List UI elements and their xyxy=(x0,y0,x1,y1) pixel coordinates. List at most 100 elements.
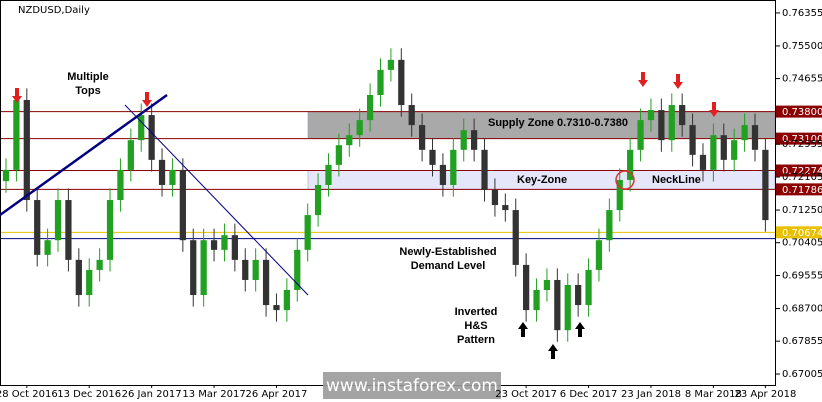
candle-body xyxy=(23,100,30,201)
candle-body xyxy=(731,140,738,160)
candle-body xyxy=(751,125,759,150)
level-label: 0.73800 xyxy=(782,107,822,118)
candle-body xyxy=(575,284,582,306)
zone-label: Supply Zone 0.7310-0.7380 xyxy=(488,117,628,129)
candle-body xyxy=(65,200,72,260)
candle-body xyxy=(606,210,613,241)
x-tick-label: 23 Jan 2018 xyxy=(621,389,681,400)
x-tick-label: 26 Apr 2017 xyxy=(246,389,308,400)
y-tick-label: 0.74655 xyxy=(782,74,822,85)
candle-body xyxy=(658,110,665,141)
up-arrows xyxy=(518,322,585,359)
y-tick-label: 0.75500 xyxy=(782,41,822,52)
candle-body xyxy=(679,105,686,126)
candle-body xyxy=(720,135,727,160)
zone xyxy=(307,111,776,139)
level-label-bg xyxy=(776,183,822,196)
candle-body xyxy=(117,169,124,201)
trend-line xyxy=(0,93,168,217)
plot xyxy=(0,48,776,342)
candle-body xyxy=(231,235,238,260)
y-tick-label: 0.72955 xyxy=(782,139,822,150)
candle-body xyxy=(366,94,374,121)
candle-body xyxy=(75,259,82,296)
candle-body xyxy=(387,59,395,70)
annotation: NeckLine xyxy=(652,174,701,186)
candle-body xyxy=(699,154,707,170)
level-label: 0.70674 xyxy=(782,228,822,239)
candle-body xyxy=(564,284,571,331)
candle-body xyxy=(523,264,530,311)
candle-body xyxy=(179,169,186,241)
level-label: 0.71786 xyxy=(782,185,822,196)
y-tick-label: 0.68700 xyxy=(782,304,822,315)
level-label: 0.72274 xyxy=(782,166,822,177)
candle-body xyxy=(169,169,176,185)
candle-body xyxy=(106,200,114,260)
candle-body xyxy=(346,135,353,146)
candle-body xyxy=(377,69,384,95)
candle-body xyxy=(138,115,145,141)
annotation: Tops xyxy=(75,85,100,97)
trend-line xyxy=(124,104,309,296)
overlay: 0.73800 0.73100 0.72274 0.71786 0.70674 xyxy=(776,105,822,239)
candle-body xyxy=(304,215,311,250)
y-tick-label: 0.72105 xyxy=(782,172,822,183)
candle-body xyxy=(13,100,20,170)
zone-label: Key-Zone xyxy=(517,174,567,186)
y-tick-label: 0.67855 xyxy=(782,336,822,347)
candle-body xyxy=(86,269,93,296)
candle-body xyxy=(491,189,499,206)
candle-body xyxy=(762,149,769,221)
candle-body xyxy=(314,184,322,216)
x-tick-label: 13 Dec 2016 xyxy=(57,389,121,400)
candle-body xyxy=(689,125,696,155)
watermark: www.instaforex.com xyxy=(326,376,498,396)
candle-body xyxy=(543,279,551,291)
chart-title: NZDUSD,Daily xyxy=(18,5,90,16)
candle-body xyxy=(283,290,290,311)
candle-body xyxy=(200,240,207,296)
candle-body xyxy=(325,164,332,185)
candle-body xyxy=(356,120,363,136)
annotation: Pattern xyxy=(457,334,495,346)
level-label-bg xyxy=(776,105,822,118)
candle-body xyxy=(647,110,655,121)
candle-body xyxy=(252,259,259,280)
x-tick-label: 28 Oct 2016 xyxy=(0,389,58,400)
candle-body xyxy=(471,130,478,150)
annotation: Inverted xyxy=(455,306,498,318)
candle-body xyxy=(668,105,675,141)
candle-body xyxy=(148,115,155,160)
candle-body xyxy=(450,149,457,185)
candle-body xyxy=(439,164,447,185)
candle-body xyxy=(54,200,62,241)
candle-body xyxy=(429,149,436,165)
candle-body xyxy=(242,259,249,280)
candle-body xyxy=(460,130,467,150)
candle-body xyxy=(294,249,301,291)
candle-body xyxy=(34,200,41,255)
candle-body xyxy=(554,279,561,331)
annotation: Newly-Established xyxy=(399,246,496,258)
y-tick-label: 0.71250 xyxy=(782,205,822,216)
annotation: Multiple xyxy=(67,71,109,83)
candle-body xyxy=(273,305,280,311)
candle-body xyxy=(502,205,509,211)
candle-body xyxy=(408,105,415,126)
level-label-bg xyxy=(776,132,822,145)
x-tick-label: 26 Jan 2017 xyxy=(122,389,182,400)
candle-body xyxy=(262,259,270,306)
candle-body xyxy=(627,149,634,180)
candle-body xyxy=(418,125,426,150)
candle-body xyxy=(533,290,540,311)
y-tick-label: 0.67005 xyxy=(782,369,822,380)
y-tick-label: 0.76355 xyxy=(782,8,822,19)
candle-body xyxy=(585,269,592,306)
candle-body xyxy=(335,145,343,165)
x-tick-label: 23 Oct 2017 xyxy=(495,389,557,400)
watermark-box xyxy=(323,372,501,399)
candle-body xyxy=(398,59,405,106)
